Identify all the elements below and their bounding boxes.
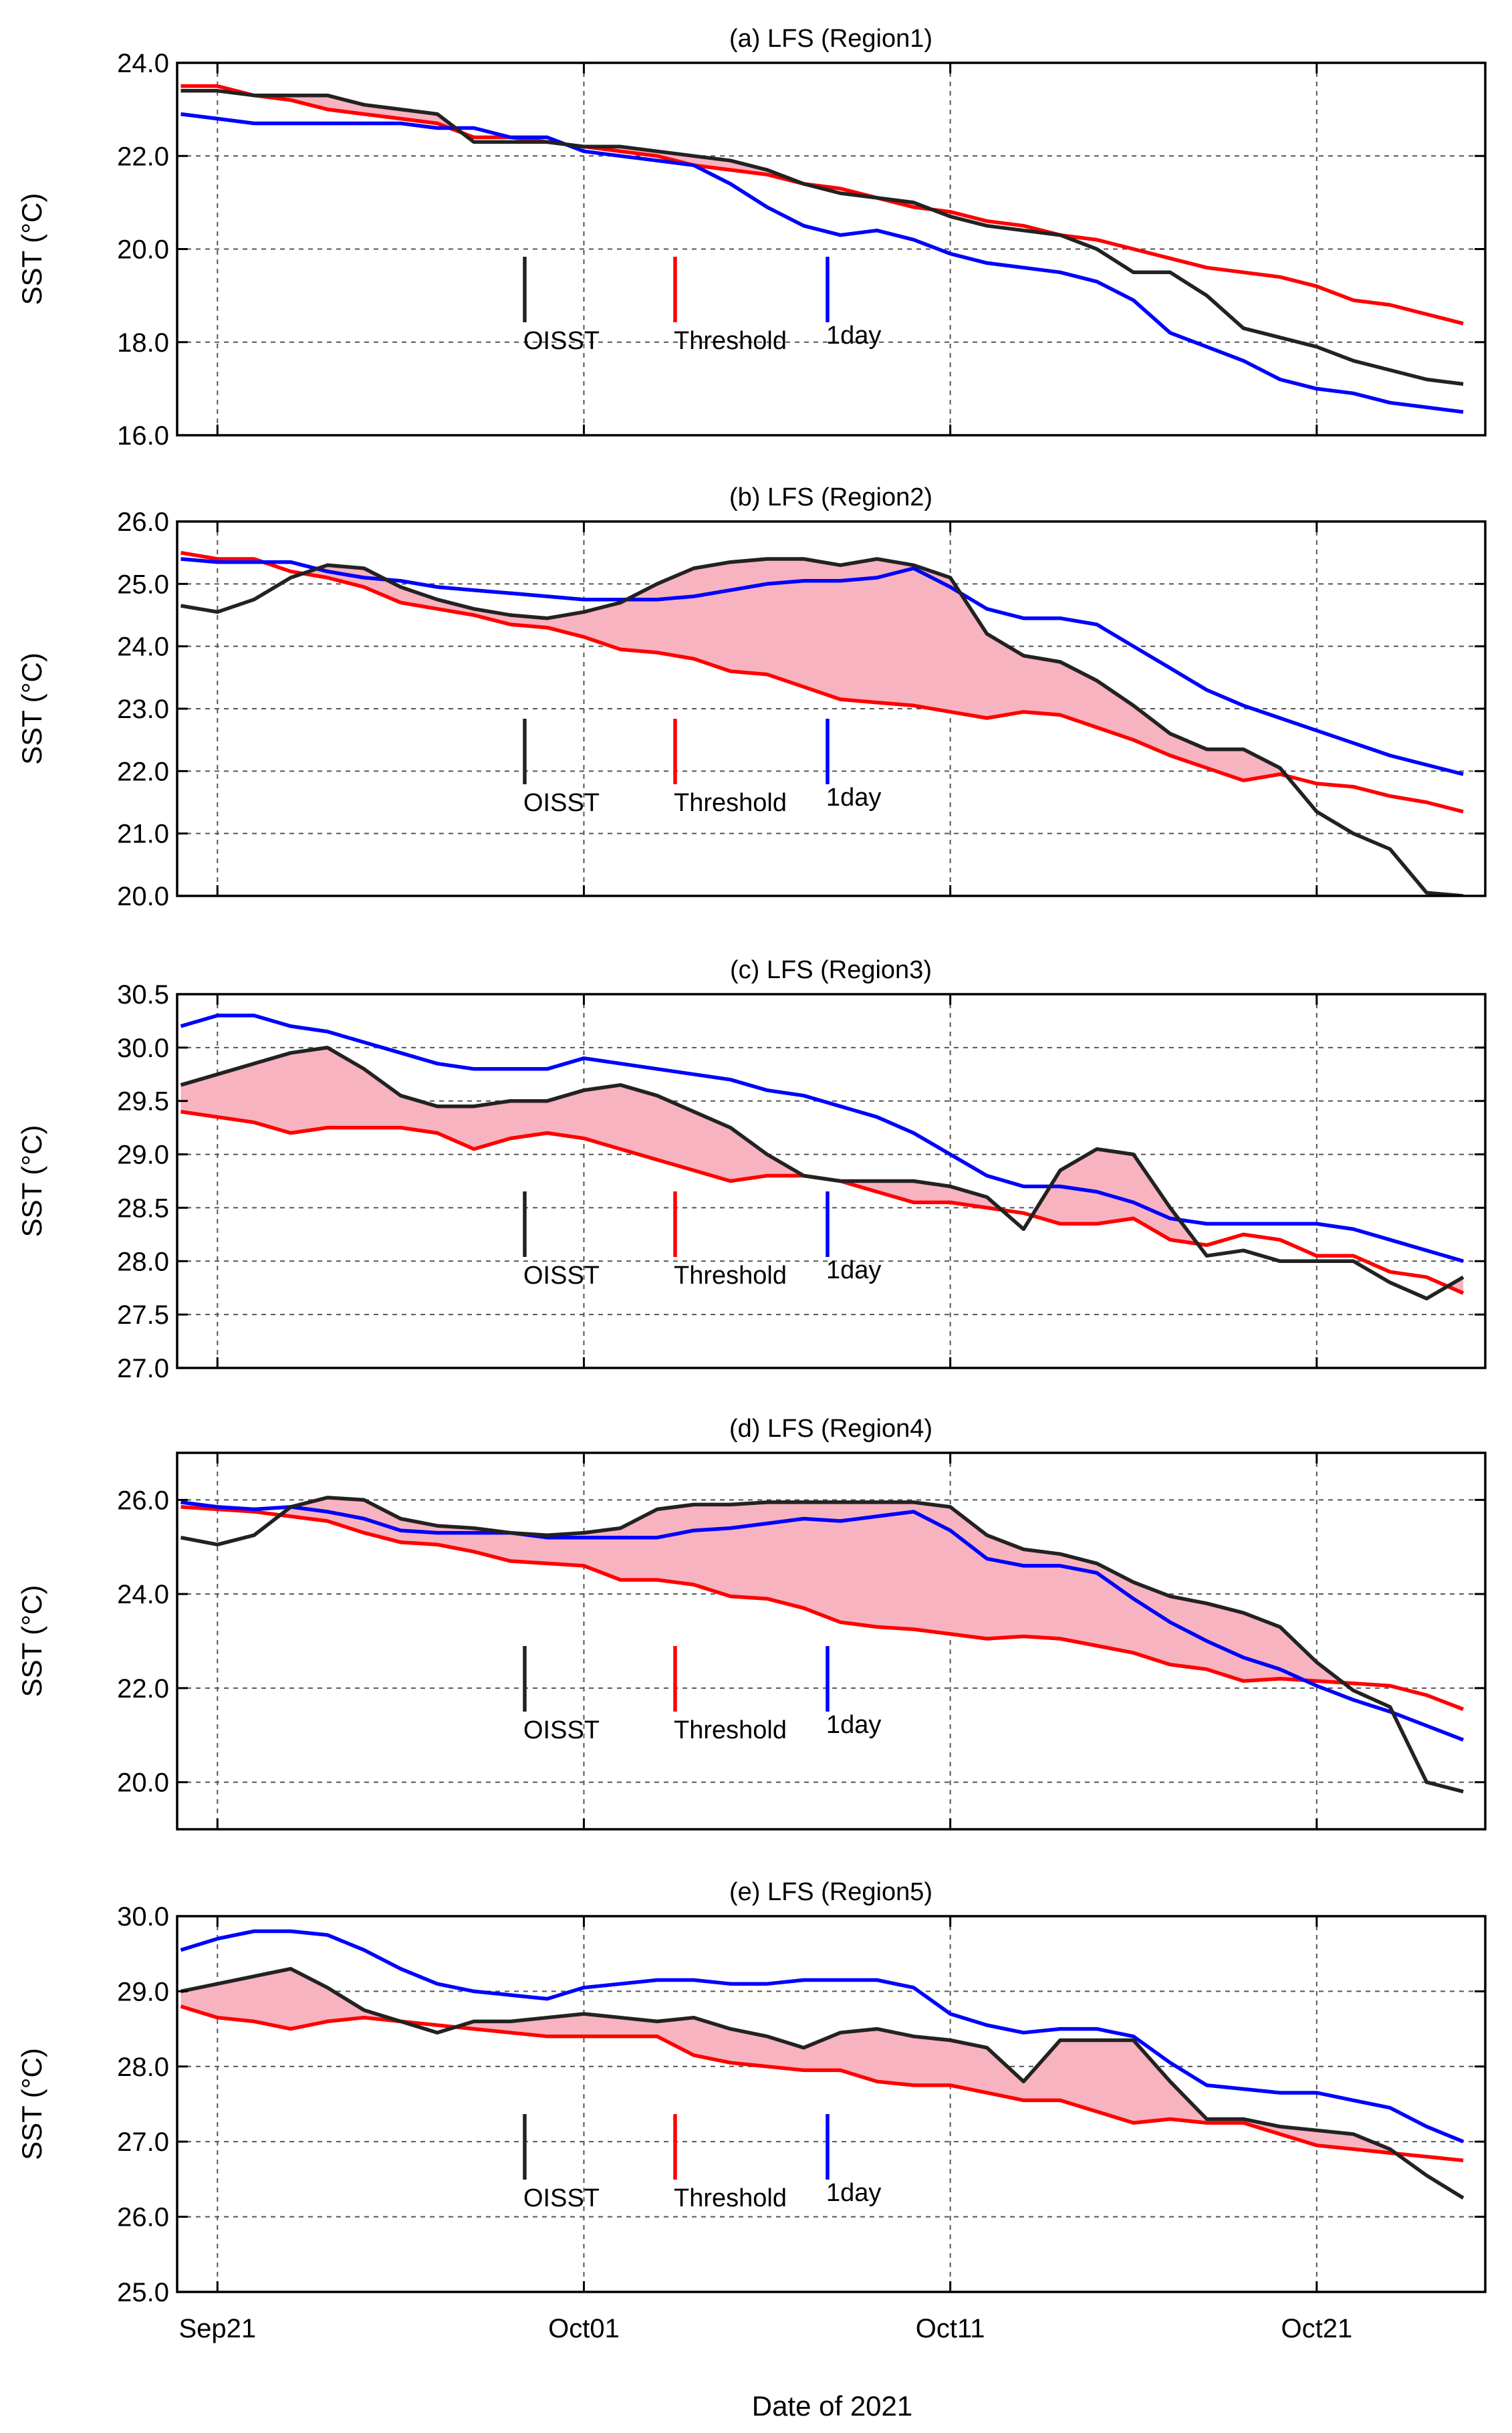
y-tick-label: 26.0 <box>117 2203 169 2232</box>
series-line-oisst <box>180 1966 1465 2200</box>
legend-label: 1day <box>826 322 881 350</box>
y-tick-label: 26.0 <box>117 1486 169 1515</box>
y-tick-label: 28.5 <box>117 1193 169 1223</box>
y-axis-label: SST (°C) <box>16 2048 47 2160</box>
y-tick-label: 28.0 <box>117 1247 169 1276</box>
x-tick-label: Sep21 <box>178 2314 256 2343</box>
legend-label: Threshold <box>674 1716 787 1744</box>
series-line-oisst <box>180 89 1464 386</box>
panel-5: 25.0 26.0 27.0 28.0 29.0 30.0 (e) LFS (Region5… <box>16 1878 1487 2343</box>
series-line-oisst <box>180 557 1464 896</box>
x-tick-label: Oct21 <box>1281 2314 1352 2343</box>
y-tick-label: 30.0 <box>117 1034 169 1063</box>
legend-label: OISST <box>523 1716 600 1744</box>
y-tick-label: 24.0 <box>117 49 169 78</box>
y-axis-label: SST (°C) <box>16 653 47 765</box>
series-line-oisst <box>180 1496 1464 1794</box>
y-tick-label: 29.0 <box>117 1977 169 2006</box>
y-tick-label: 22.0 <box>117 142 169 171</box>
plot-frame <box>176 1915 1487 2293</box>
y-tick-label: 20.0 <box>117 882 169 911</box>
exceedance-fill <box>180 1047 804 1181</box>
legend-label: Threshold <box>674 327 787 355</box>
y-tick-label: 22.0 <box>117 757 169 786</box>
series-line-threshold <box>180 2004 1464 2163</box>
legend-label: 1day <box>826 1256 881 1284</box>
exceedance-fill <box>254 95 462 133</box>
panel-4: 20.0 22.0 24.0 26.0 (d) LFS (Region4) SST (°C… <box>16 1415 1487 1831</box>
y-tick-label: 30.0 <box>117 1902 169 1932</box>
y-tick-label: 27.5 <box>117 1300 169 1330</box>
panel-title: (c) LFS (Region3) <box>730 956 932 984</box>
y-axis-label: SST (°C) <box>16 1125 47 1238</box>
y-tick-label: 20.0 <box>117 1768 169 1798</box>
y-tick-label: 26.0 <box>117 507 169 537</box>
legend-label: 1day <box>826 2179 881 2207</box>
y-tick-label: 24.0 <box>117 632 169 662</box>
y-tick-label: 24.0 <box>117 1580 169 1609</box>
panel-title: (a) LFS (Region1) <box>729 25 932 53</box>
legend-label: 1day <box>826 1711 881 1739</box>
y-tick-label: 25.0 <box>117 2278 169 2307</box>
legend-label: 1day <box>826 784 881 812</box>
y-tick-label: 27.0 <box>117 2127 169 2157</box>
series-line-1day <box>180 557 1464 776</box>
y-tick-label: 23.0 <box>117 695 169 724</box>
series-line-1day <box>180 1500 1465 1742</box>
y-tick-label: 29.5 <box>117 1087 169 1117</box>
legend-label: OISST <box>523 327 600 355</box>
series-line-threshold <box>180 1109 1465 1295</box>
panel-1: 16.0 18.0 20.0 22.0 24.0 (a) LFS (Region1) SST… <box>16 25 1487 451</box>
y-tick-label: 27.0 <box>117 1354 169 1383</box>
panel-title: (e) LFS (Region5) <box>729 1878 932 1906</box>
series-line-1day <box>180 1014 1464 1263</box>
exceedance-fill <box>303 559 1287 781</box>
y-tick-label: 25.0 <box>117 570 169 599</box>
legend-label: OISST <box>523 2184 600 2212</box>
series-line-1day <box>180 112 1464 414</box>
legend-label: Threshold <box>674 2184 787 2212</box>
exceedance-fill <box>180 1968 401 2029</box>
exceedance-fill <box>280 1497 1344 1683</box>
legend-label: OISST <box>523 1262 600 1290</box>
y-tick-label: 18.0 <box>117 328 169 358</box>
legend-label: Threshold <box>674 789 787 817</box>
series-line-oisst <box>180 1046 1465 1300</box>
y-tick-label: 16.0 <box>117 421 169 451</box>
y-tick-label: 21.0 <box>117 820 169 849</box>
panel-title: (d) LFS (Region4) <box>729 1415 932 1443</box>
panel-3: 27.0 27.5 28.0 28.5 29.0 29.5 30.0 30.5 (c) LFS … <box>16 956 1487 1383</box>
series-line-threshold <box>180 1505 1465 1712</box>
panel-2: 20.0 21.0 22.0 23.0 24.0 25.0 26.0 (b) LFS (Reg… <box>16 483 1487 911</box>
y-tick-label: 30.5 <box>117 980 169 1010</box>
y-tick-label: 29.0 <box>117 1141 169 1170</box>
series-line-1day <box>180 1929 1465 2144</box>
panel-title: (b) LFS (Region2) <box>729 483 932 511</box>
plot-frame <box>176 62 1487 437</box>
y-tick-label: 28.0 <box>117 2053 169 2082</box>
x-tick-label: Oct11 <box>916 2314 985 2343</box>
x-axis-label: Date of 2021 <box>752 2390 913 2422</box>
series-line-threshold <box>180 550 1464 814</box>
series-line-threshold <box>180 84 1464 326</box>
legend-label: OISST <box>523 789 600 817</box>
x-tick-label: Oct01 <box>548 2314 620 2343</box>
plot-frame <box>176 993 1487 1369</box>
y-axis-label: SST (°C) <box>16 1585 47 1698</box>
legend-label: Threshold <box>674 1262 787 1290</box>
plot-frame <box>176 1452 1487 1831</box>
y-axis-label: SST (°C) <box>16 193 47 306</box>
y-tick-label: 20.0 <box>117 235 169 265</box>
y-tick-label: 22.0 <box>117 1674 169 1704</box>
